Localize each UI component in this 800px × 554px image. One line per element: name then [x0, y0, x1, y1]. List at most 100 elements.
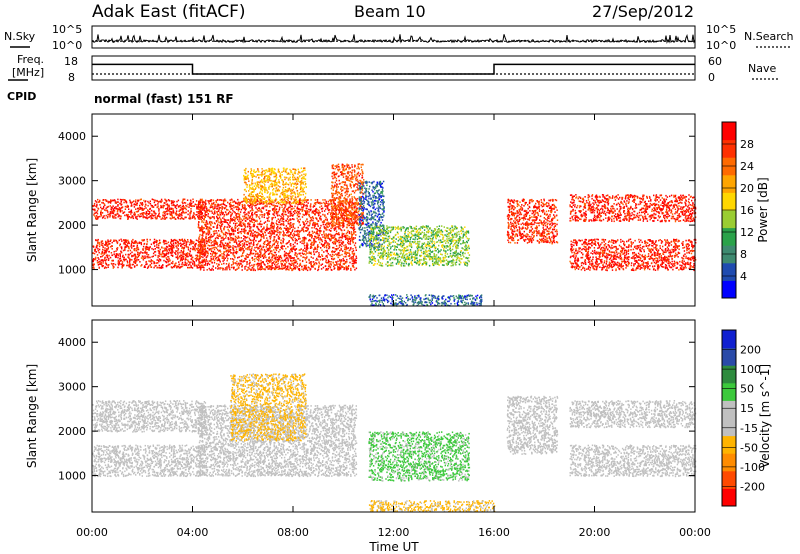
time-axis-label: Time UT — [368, 540, 419, 554]
power-echo-region-6 — [368, 225, 471, 267]
power-echo-region-4 — [330, 163, 365, 227]
velocity-y-tick-label: 3000 — [58, 381, 86, 394]
velocity-y-axis-label: Slant Range [km] — [25, 364, 39, 468]
noise-tick-right-top: 10^5 — [706, 23, 736, 36]
power-colorbar-swatch — [722, 192, 736, 211]
velocity-echo-region-2 — [197, 404, 358, 478]
station-title: Adak East (fitACF) — [92, 2, 246, 22]
power-y-axis: 1000 2000 3000 4000 — [58, 130, 695, 277]
velocity-echo-region-5 — [368, 500, 496, 513]
velocity-colorbar-swatch — [722, 347, 736, 366]
power-colorbar-tick-label: 24 — [740, 160, 754, 173]
velocity-colorbar-tick-label: -50 — [740, 441, 758, 454]
nsearch-label: N.Search — [744, 30, 794, 43]
cpid-label: CPID — [7, 90, 36, 103]
velocity-colorbar: -200 -100 -50 -15 15 50 100 200 — [721, 329, 765, 507]
freq-label-line1: Freq. — [17, 53, 44, 66]
power-colorbar-tick-label: 28 — [740, 138, 754, 151]
power-data — [92, 163, 697, 307]
power-y-tick-label: 4000 — [58, 130, 86, 143]
nave-label: Nave — [748, 62, 776, 75]
power-colorbar-tick-label: 8 — [740, 248, 747, 261]
velocity-y-tick-label: 2000 — [58, 425, 86, 438]
velocity-y-tick-label: 1000 — [58, 470, 86, 483]
power-echo-region-7 — [368, 294, 483, 307]
velocity-colorbar-tick-label: 15 — [740, 402, 754, 415]
velocity-colorbar-swatch — [722, 400, 736, 419]
time-tick-label: 20:00 — [579, 526, 611, 539]
noise-tick-left-top: 10^5 — [52, 23, 82, 36]
power-y-tick-label: 3000 — [58, 175, 86, 188]
velocity-colorbar-label-main: Velocity [m s^-1] — [758, 364, 772, 468]
power-y-tick-label: 1000 — [58, 264, 86, 277]
velocity-colorbar-tick-label: -200 — [740, 480, 765, 493]
velocity-colorbar-swatch — [722, 435, 736, 454]
power-colorbar-swatch — [722, 174, 736, 193]
power-echo-region-2 — [197, 198, 358, 272]
power-colorbar: 4 8 12 16 20 24 28 — [721, 121, 754, 299]
freq-trace — [92, 63, 695, 75]
velocity-echo-region-6 — [506, 395, 559, 455]
power-echo-region-3 — [243, 167, 307, 205]
velocity-colorbar-tick-label: 200 — [740, 344, 761, 357]
freq-tick-right-bottom: 0 — [708, 71, 715, 84]
time-tick-label: 08:00 — [277, 526, 309, 539]
velocity-echo-region-1 — [92, 400, 207, 433]
date-label: 27/Sep/2012 — [592, 2, 694, 21]
nsky-line — [91, 34, 696, 45]
power-echo-region-8 — [506, 198, 559, 245]
power-colorbar-tick-label: 20 — [740, 182, 754, 195]
power-colorbar-label: Power [dB] — [756, 177, 770, 242]
nsky-label: N.Sky — [4, 30, 36, 43]
time-tick-label: 12:00 — [378, 526, 410, 539]
freq-panel — [91, 55, 696, 81]
freq-line — [92, 63, 695, 75]
velocity-colorbar-swatch — [722, 382, 736, 401]
power-echo-region-10 — [569, 194, 697, 223]
power-y-tick-label: 2000 — [58, 219, 86, 232]
power-y-axis-label: Slant Range [km] — [25, 158, 39, 262]
velocity-echo-region-8 — [569, 400, 697, 429]
time-tick-label: 16:00 — [478, 526, 510, 539]
velocity-echo-region-0 — [92, 444, 207, 478]
power-echo-region-9 — [569, 238, 697, 272]
velocity-data — [92, 373, 697, 513]
velocity-colorbar-swatch — [722, 365, 736, 384]
time-tick-label: 00:00 — [76, 526, 108, 539]
power-colorbar-swatch — [722, 122, 736, 141]
noise-panel — [91, 25, 696, 49]
velocity-colorbar-swatch — [722, 330, 736, 349]
velocity-colorbar-swatch — [722, 488, 736, 507]
velocity-colorbar-swatch — [722, 470, 736, 489]
noise-tick-left-bottom: 10^0 — [52, 39, 82, 52]
cpid-value: normal (fast) 151 RF — [94, 92, 234, 106]
power-colorbar-swatch — [722, 227, 736, 246]
power-colorbar-tick-label: 12 — [740, 226, 754, 239]
velocity-y-tick-label: 4000 — [58, 336, 86, 349]
velocity-colorbar-tick-label: 100 — [740, 363, 761, 376]
freq-tick-right-top: 60 — [708, 55, 722, 68]
power-colorbar-tick-label: 4 — [740, 270, 747, 283]
power-colorbar-tick-label: 16 — [740, 204, 754, 217]
noise-tick-right-bottom: 10^0 — [706, 39, 736, 52]
freq-label-line2: [MHz] — [12, 66, 44, 79]
velocity-colorbar-tick-label: -15 — [740, 422, 758, 435]
noise-trace — [91, 34, 696, 45]
velocity-colorbar-tick-label: -100 — [740, 461, 765, 474]
velocity-echo-region-7 — [569, 444, 697, 478]
time-axis: 00:00 04:00 08:00 12:00 16:00 20:00 00:00 — [76, 114, 711, 539]
power-colorbar-swatch — [722, 139, 736, 158]
time-tick-label: 00:00 — [679, 526, 711, 539]
velocity-colorbar-tick-label: 50 — [740, 383, 754, 396]
velocity-echo-region-3 — [230, 373, 307, 442]
freq-tick-left-bottom: 8 — [68, 71, 75, 84]
power-colorbar-swatch — [722, 210, 736, 229]
freq-tick-left-top: 18 — [64, 55, 78, 68]
velocity-colorbar-label: Velocity [m s^-1] — [758, 364, 772, 468]
beam-label: Beam 10 — [354, 2, 426, 21]
velocity-echo-region-4 — [368, 431, 471, 482]
power-colorbar-swatch — [722, 280, 736, 299]
velocity-colorbar-swatch — [722, 418, 736, 437]
velocity-y-axis: 1000 2000 3000 4000 — [58, 336, 695, 483]
